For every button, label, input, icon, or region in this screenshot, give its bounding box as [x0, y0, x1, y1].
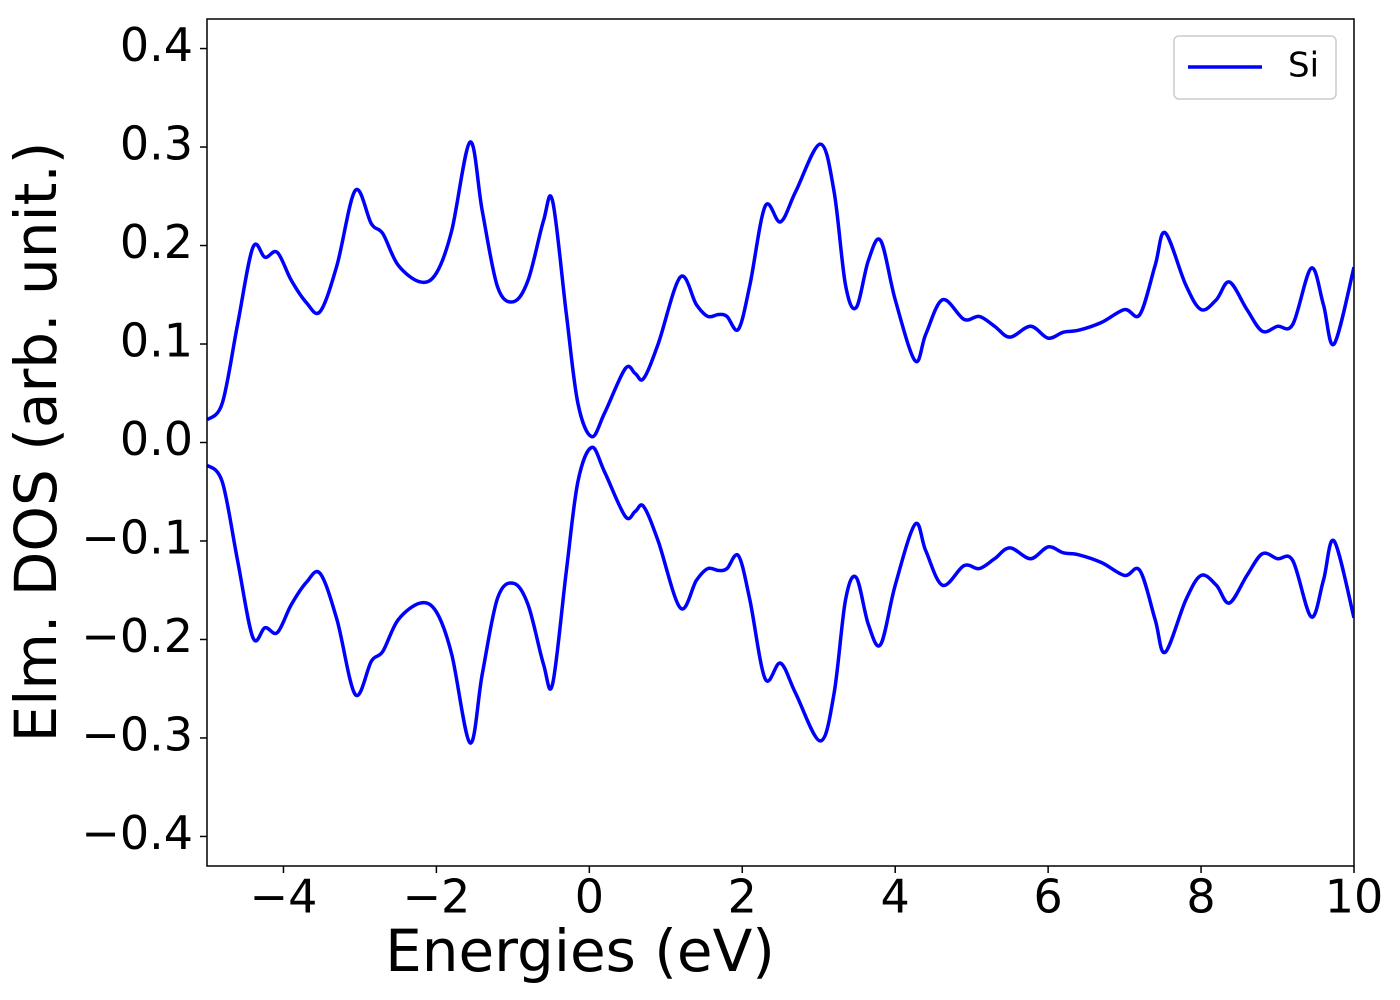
y-tick-label: −0.3 — [81, 707, 193, 761]
x-tick-label: 6 — [1033, 870, 1062, 924]
y-tick-label: 0.3 — [120, 117, 193, 171]
y-tick-label: −0.4 — [81, 806, 193, 860]
data-line — [207, 445, 1354, 745]
x-tick-label: −2 — [402, 870, 470, 924]
x-tick-label: 2 — [728, 870, 757, 924]
x-tick-label: −4 — [250, 870, 318, 924]
data-line — [207, 140, 1354, 439]
x-tick-label: 10 — [1325, 870, 1384, 924]
y-tick-label: 0.1 — [120, 314, 193, 368]
y-tick-label: −0.1 — [81, 510, 193, 564]
y-tick-label: 0.4 — [120, 18, 193, 72]
y-tick-label: −0.2 — [81, 609, 193, 663]
x-tick-label: 0 — [575, 870, 604, 924]
y-tick-label: 0.2 — [120, 215, 193, 269]
x-tick-label: 4 — [881, 870, 910, 924]
y-tick-label: 0.0 — [120, 412, 193, 466]
y-axis-label: Elm. DOS (arb. unit.) — [2, 142, 70, 743]
x-tick-label: 8 — [1186, 870, 1215, 924]
legend-label: Si — [1288, 46, 1319, 86]
plot-frame — [206, 18, 1355, 867]
x-axis-label: Energies (eV) — [385, 917, 775, 985]
